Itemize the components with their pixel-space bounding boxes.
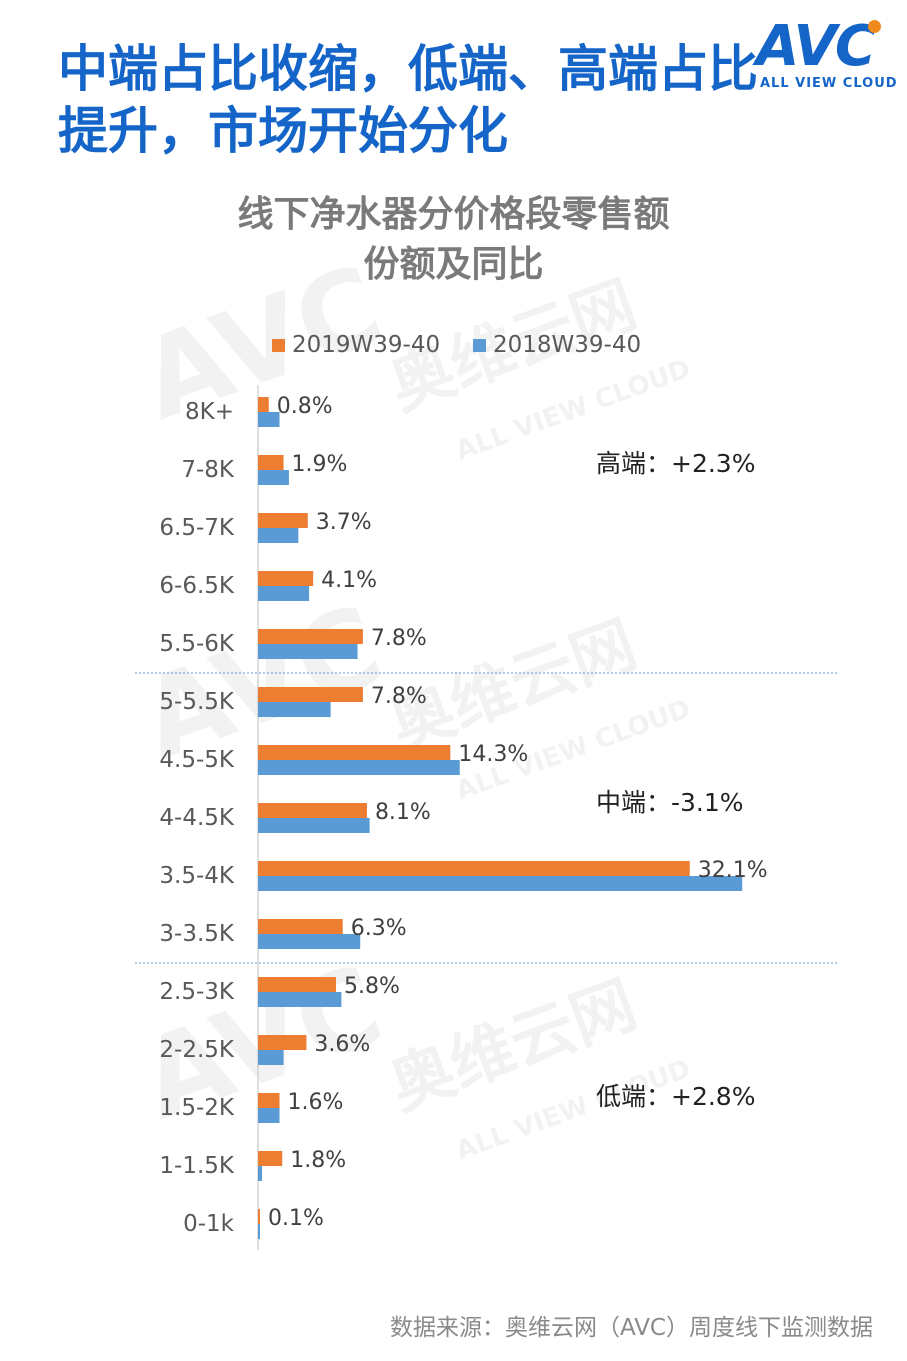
data-label: 14.3% — [458, 742, 528, 767]
annotation-low-end: 低端：+2.8% — [596, 1082, 756, 1111]
bar-2019 — [258, 919, 343, 934]
category-label: 4.5-5K — [159, 747, 235, 773]
bar-2019 — [258, 861, 690, 876]
category-label: 5-5.5K — [159, 689, 235, 715]
data-label: 3.6% — [314, 1032, 370, 1057]
headline-line-2: 提升，市场开始分化 — [58, 102, 508, 160]
logo-subtitle: ALL VIEW CLOUD — [760, 76, 898, 91]
data-label: 1.9% — [292, 452, 348, 477]
bar-2018 — [258, 1166, 263, 1181]
chart-title-line-1: 线下净水器分价格段零售额 — [237, 194, 670, 235]
headline: 中端占比收缩，低端、高端占比 提升，市场开始分化 — [58, 38, 858, 162]
bar-2019 — [258, 1035, 307, 1050]
category-label: 2.5-3K — [159, 979, 235, 1005]
category-label: 1.5-2K — [159, 1095, 235, 1121]
bar-2019 — [258, 629, 363, 644]
bar-2019 — [258, 745, 451, 760]
data-label: 6.3% — [351, 916, 407, 941]
bar-2019 — [258, 977, 337, 992]
legend-label-1: 2018W39-40 — [493, 332, 641, 358]
category-label: 6.5-7K — [159, 515, 235, 541]
category-label: 3-3.5K — [159, 921, 235, 947]
data-label: 3.7% — [316, 510, 372, 535]
bar-2018 — [258, 470, 289, 485]
data-label: 1.6% — [288, 1090, 344, 1115]
data-label: 0.8% — [277, 394, 333, 419]
bar-2018 — [258, 992, 342, 1007]
logo-letters: AVC — [756, 14, 876, 79]
bar-2018 — [258, 528, 299, 543]
bar-2018 — [258, 702, 331, 717]
category-label: 4-4.5K — [159, 805, 235, 831]
legend-swatch-1 — [473, 339, 486, 352]
bar-2019 — [258, 803, 367, 818]
data-label: 0.1% — [268, 1206, 324, 1231]
annotation-high-end: 高端：+2.3% — [596, 449, 756, 478]
category-label: 2-2.5K — [159, 1037, 235, 1063]
data-label: 1.8% — [290, 1148, 346, 1173]
bar-2018 — [258, 586, 310, 601]
category-label: 7-8K — [181, 457, 235, 483]
bar-2018 — [258, 818, 370, 833]
data-label: 32.1% — [698, 858, 768, 883]
category-label: 5.5-6K — [159, 631, 235, 657]
avc-logo: AVC ALL VIEW CLOUD — [756, 14, 897, 96]
bar-2018 — [258, 644, 358, 659]
bar-2019 — [258, 513, 308, 528]
annotation-mid-end: 中端：-3.1% — [596, 788, 744, 817]
data-source-note: 数据来源：奥维云网（AVC）周度线下监测数据 — [389, 1315, 873, 1341]
bar-2019 — [258, 455, 284, 470]
bar-2019 — [258, 687, 363, 702]
category-label: 0-1k — [183, 1211, 235, 1237]
bar-2018 — [258, 760, 460, 775]
legend-swatch-0 — [272, 339, 285, 352]
bar-2019 — [258, 397, 269, 412]
category-label: 8K+ — [185, 399, 234, 425]
data-label: 4.1% — [321, 568, 377, 593]
data-label: 7.8% — [371, 626, 427, 651]
bar-2018 — [258, 1224, 260, 1239]
category-label: 1-1.5K — [159, 1153, 235, 1179]
chart-title-line-2: 份额及同比 — [363, 244, 544, 285]
bar-2019 — [258, 1093, 280, 1108]
bar-2018 — [258, 876, 743, 891]
bar-2019 — [258, 571, 314, 586]
bar-2018 — [258, 1050, 284, 1065]
category-label: 3.5-4K — [159, 863, 235, 889]
logo-dot-icon — [868, 20, 881, 33]
category-label: 6-6.5K — [159, 573, 235, 599]
data-label: 8.1% — [375, 800, 431, 825]
bar-2019 — [258, 1151, 283, 1166]
headline-line-1: 中端占比收缩，低端、高端占比 — [58, 40, 758, 98]
legend-label-0: 2019W39-40 — [292, 332, 440, 358]
data-label: 5.8% — [344, 974, 400, 999]
data-label: 7.8% — [371, 684, 427, 709]
bar-2018 — [258, 934, 361, 949]
bar-2018 — [258, 412, 280, 427]
bar-2019 — [258, 1209, 260, 1224]
bar-2018 — [258, 1108, 280, 1123]
